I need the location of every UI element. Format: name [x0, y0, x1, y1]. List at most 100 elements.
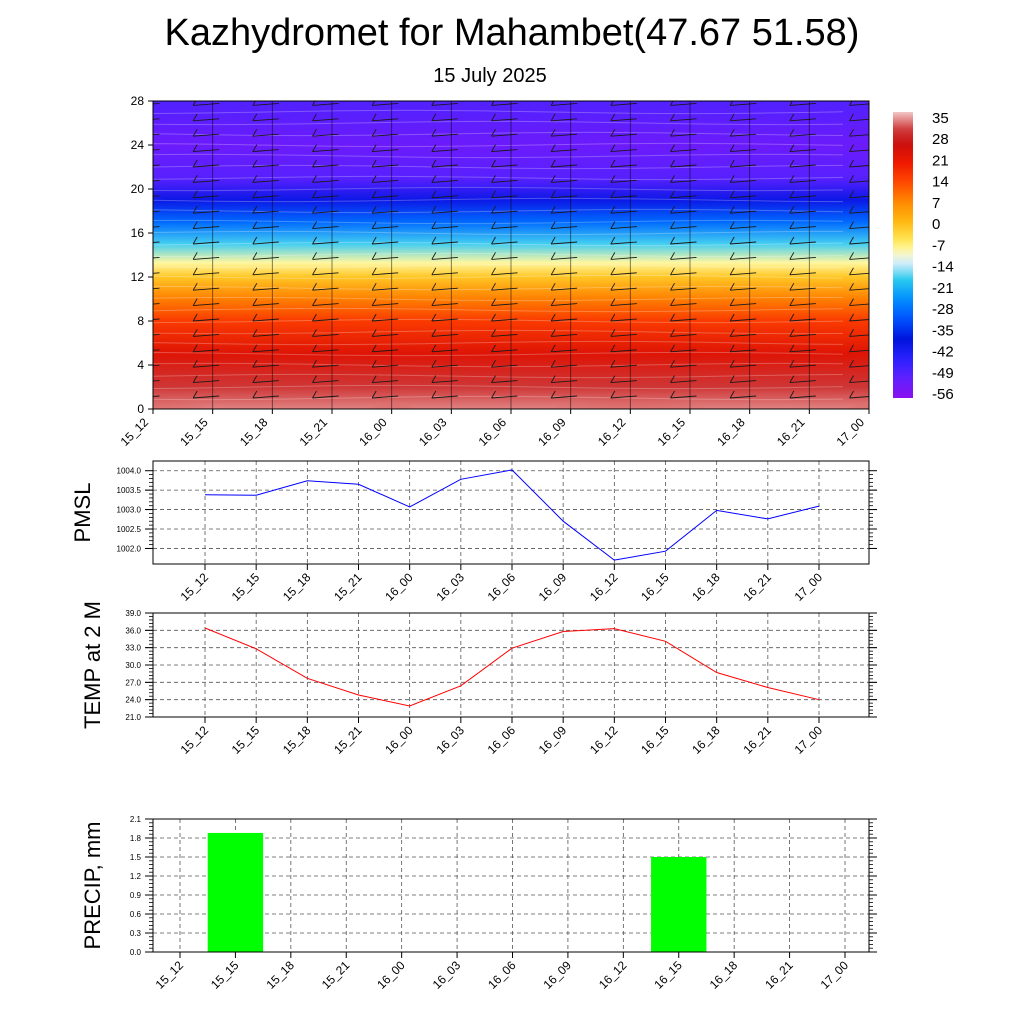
- barb-flag: [491, 298, 496, 306]
- barb-flag: [789, 267, 795, 276]
- x-tick-label: 17_00: [834, 415, 868, 449]
- barb-staff: [551, 118, 578, 122]
- barb-flag: [550, 175, 556, 183]
- barb-staff: [789, 318, 816, 322]
- barb-staff: [153, 395, 160, 397]
- barb-staff: [789, 241, 816, 245]
- barb-staff: [153, 226, 160, 228]
- x-tick-label: 15_21: [331, 723, 365, 757]
- barb-staff: [789, 149, 816, 153]
- barb-staff: [849, 272, 869, 276]
- x-tick-label: 16_03: [433, 723, 467, 757]
- barb-staff: [252, 164, 279, 168]
- barb-staff: [849, 211, 869, 214]
- x-tick-label: 15_15: [229, 570, 263, 604]
- contour-19: [153, 197, 844, 203]
- barb-staff: [551, 133, 578, 137]
- barb-flag: [371, 282, 377, 291]
- barb-flag: [312, 359, 317, 368]
- barb-flag: [729, 298, 735, 306]
- barb-staff: [610, 164, 637, 168]
- barb-flag: [371, 329, 377, 337]
- barb-staff: [193, 318, 220, 322]
- barb-flag: [312, 128, 317, 137]
- barb-staff: [312, 272, 339, 276]
- barb-staff: [372, 395, 399, 399]
- barb-flag: [849, 236, 854, 245]
- x-tick-label: 16_03: [416, 415, 450, 449]
- barb-flag: [789, 252, 795, 260]
- colorbar-label: -21: [932, 280, 954, 297]
- barb-staff: [193, 272, 220, 276]
- y-tick-label: 4: [137, 358, 144, 372]
- barb-flag: [670, 144, 675, 152]
- barb-flag: [491, 282, 496, 291]
- barb-staff: [193, 395, 220, 399]
- barb-staff: [312, 210, 339, 214]
- barb-staff: [670, 287, 697, 291]
- colorbar-label: 28: [932, 131, 949, 148]
- x-tick-label: 16_00: [356, 415, 390, 449]
- y-tick-label: 33.0: [125, 644, 141, 653]
- barb-staff: [153, 149, 160, 151]
- barb-flag: [371, 144, 377, 152]
- barb-staff: [252, 149, 279, 153]
- barb-staff: [730, 118, 757, 122]
- barb-staff: [153, 303, 160, 305]
- barb-staff: [789, 287, 816, 291]
- barb-flag: [729, 159, 735, 168]
- barb-staff: [252, 272, 279, 276]
- barb-flag: [550, 344, 556, 353]
- barb-staff: [193, 349, 220, 353]
- barb-staff: [252, 318, 279, 322]
- barb-flag: [789, 205, 795, 214]
- barb-flag: [670, 175, 675, 183]
- barb-flag: [431, 298, 437, 306]
- barb-flag: [252, 159, 258, 168]
- precip-bar-16_15: [651, 857, 707, 952]
- barb-flag: [849, 159, 854, 168]
- barb-staff: [252, 241, 279, 245]
- barb-staff: [551, 272, 578, 276]
- barb-flag: [610, 344, 616, 353]
- barb-flag: [252, 144, 258, 152]
- colorbar-label: 21: [932, 152, 949, 169]
- barb-staff: [670, 179, 697, 183]
- x-tick-label: 15_18: [263, 958, 297, 992]
- barb-staff: [312, 318, 339, 322]
- barb-staff: [610, 241, 637, 245]
- barb-staff: [312, 287, 339, 291]
- barb-staff: [193, 195, 220, 199]
- barb-flag: [849, 329, 854, 337]
- barb-staff: [372, 333, 399, 337]
- barb-flag: [849, 375, 854, 383]
- barb-flag: [312, 205, 317, 214]
- x-tick-label: 15_18: [237, 415, 271, 449]
- barb-flag: [192, 359, 198, 368]
- y-tick-label: 0.6: [130, 910, 142, 919]
- barb-staff: [610, 133, 637, 137]
- barb-staff: [551, 333, 578, 337]
- barb-flag: [729, 190, 735, 199]
- barb-flag: [491, 267, 496, 276]
- barb-flag: [789, 298, 795, 306]
- barb-staff: [312, 195, 339, 199]
- barb-staff: [372, 195, 399, 199]
- barb-flag: [134, 252, 138, 259]
- barb-staff: [372, 287, 399, 291]
- barb-flag: [371, 298, 377, 306]
- barb-staff: [670, 380, 697, 384]
- barb-staff: [153, 272, 160, 274]
- barb-flag: [491, 128, 496, 137]
- y-tick-label: 24: [131, 138, 145, 152]
- x-tick-label: 16_18: [707, 958, 741, 992]
- barb-staff: [252, 210, 279, 214]
- contour-13: [153, 263, 843, 269]
- barb-flag: [192, 252, 198, 260]
- barb-flag: [729, 144, 735, 152]
- barb-flag: [192, 267, 198, 276]
- barb-staff: [431, 149, 458, 153]
- barb-flag: [371, 159, 377, 168]
- barb-staff: [730, 349, 757, 353]
